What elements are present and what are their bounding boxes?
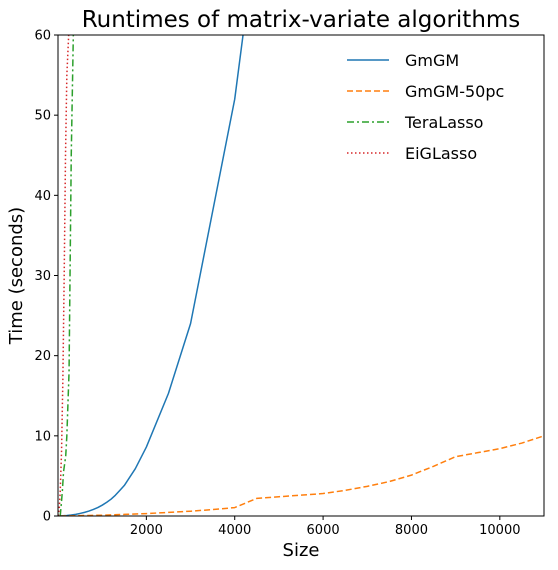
ticks-layer: 2000 4000 6000 8000 10000 0 10 20 30 40 50 60 [34,29,520,539]
y-tick-label: 20 [34,349,51,364]
y-tick-label: 60 [34,29,51,44]
series-layer [58,35,544,516]
series-line-gmgm [60,35,244,516]
y-tick-label: 0 [43,510,51,525]
x-axis-title: Size [283,540,320,561]
series-line-gmgm-50pc [60,435,544,516]
y-tick-label: 50 [34,109,51,124]
plot-frame [57,34,545,517]
chart-title: Runtimes of matrix-variate algorithms [82,7,521,33]
y-tick-label: 40 [34,189,51,204]
series-line-eiglasso [58,35,70,516]
x-tick-label: 4000 [218,523,251,538]
x-tick-label: 2000 [130,523,163,538]
legend-label: EiGLasso [405,144,477,163]
legend-label: GmGM [405,51,459,70]
legend-label: TeraLasso [404,113,483,132]
x-tick-label: 10000 [479,523,520,538]
y-tick-label: 10 [34,429,51,444]
series-line-teralasso [59,35,75,516]
legend-label: GmGM-50pc [405,82,504,101]
y-axis-title: Time (seconds) [6,207,27,345]
y-tick-label: 30 [34,269,51,284]
x-tick-label: 6000 [307,523,340,538]
x-tick-label: 8000 [395,523,428,538]
legend: GmGM GmGM-50pc TeraLasso EiGLasso [347,51,504,163]
